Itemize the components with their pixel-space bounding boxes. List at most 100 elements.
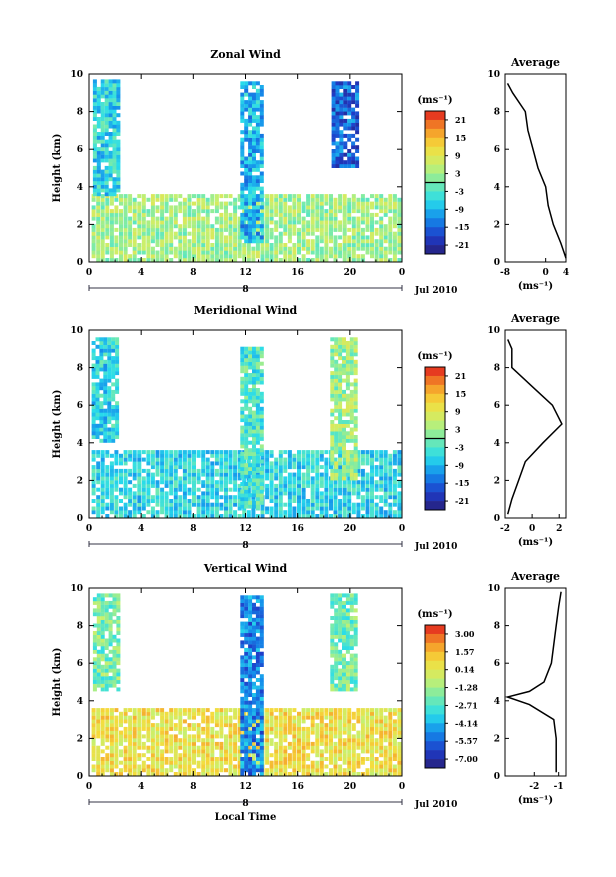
heatmap-cell <box>292 738 296 742</box>
heatmap-cell <box>361 484 365 488</box>
heatmap-cell <box>156 765 160 769</box>
heatmap-cell <box>315 458 319 462</box>
heatmap-cell <box>397 514 401 518</box>
heatmap-cell <box>332 96 336 100</box>
heatmap-cell <box>105 188 109 192</box>
heatmap-cell <box>210 734 214 738</box>
heatmap-cell <box>354 364 358 368</box>
heatmap-cell <box>224 499 228 503</box>
heatmap-cell <box>133 742 137 746</box>
heatmap-cell <box>343 708 347 712</box>
heatmap-cell <box>330 360 334 364</box>
heatmap-cell <box>116 128 120 132</box>
heatmap-cell <box>137 503 141 507</box>
heatmap-cell <box>350 356 354 360</box>
heatmap-cell <box>109 98 113 102</box>
heatmap-cell <box>352 716 356 720</box>
heatmap-cell <box>101 480 105 484</box>
heatmap-cell <box>311 503 315 507</box>
heatmap-cell <box>256 100 260 104</box>
heatmap-cell <box>188 224 192 228</box>
heatmap-cell <box>165 473 169 477</box>
heatmap-cell <box>248 96 252 100</box>
heatmap-cell <box>188 217 192 221</box>
heatmap-cell <box>146 491 150 495</box>
profile-y-tick-label: 4 <box>494 439 500 449</box>
heatmap-cell <box>361 194 365 198</box>
heatmap-cell <box>165 480 169 484</box>
heatmap-cell <box>324 499 328 503</box>
heatmap-cell <box>96 761 100 765</box>
heatmap-cell <box>256 731 260 735</box>
heatmap-cell <box>354 401 358 405</box>
heatmap-cell <box>283 194 287 198</box>
heatmap-cell <box>210 761 214 765</box>
heatmap-cell <box>244 452 248 456</box>
heatmap-cell <box>343 153 347 157</box>
heatmap-cell <box>101 491 105 495</box>
heatmap-cell <box>324 209 328 213</box>
heatmap-cell <box>343 126 347 130</box>
heatmap-cell <box>197 454 201 458</box>
heatmap-cell <box>375 495 379 499</box>
heatmap-cell <box>356 488 360 492</box>
heatmap-cell <box>274 213 278 217</box>
heatmap-cell <box>338 757 342 761</box>
heatmap-cell <box>105 217 109 221</box>
heatmap-cell <box>151 450 155 454</box>
heatmap-cell <box>274 768 278 772</box>
heatmap-cell <box>302 217 306 221</box>
heatmap-cell <box>338 379 342 383</box>
heatmap-cell <box>210 503 214 507</box>
heatmap-cell <box>330 476 334 480</box>
heatmap-cell <box>334 337 338 341</box>
heatmap-cell <box>343 247 347 251</box>
heatmap-cell <box>279 757 283 761</box>
heatmap-cell <box>346 356 350 360</box>
heatmap-cell <box>311 765 315 769</box>
heatmap-cell <box>240 697 244 701</box>
heatmap-cell <box>361 454 365 458</box>
heatmap-cell <box>96 345 100 349</box>
heatmap-cell <box>252 350 256 354</box>
heatmap-cell <box>142 228 146 232</box>
heatmap-cell <box>375 213 379 217</box>
heatmap-cell <box>320 454 324 458</box>
heatmap-cell <box>105 177 109 181</box>
heatmap-cell <box>260 686 264 690</box>
heatmap-cell <box>219 243 223 247</box>
heatmap-cell <box>356 205 360 209</box>
heatmap-cell <box>233 202 237 206</box>
heatmap-cell <box>256 663 260 667</box>
heatmap-cell <box>330 386 334 390</box>
heatmap-cell <box>128 719 132 723</box>
heatmap-cell <box>107 371 111 375</box>
heatmap-cell <box>110 254 114 258</box>
heatmap-cell <box>240 501 244 505</box>
heatmap-cell <box>248 448 252 452</box>
heatmap-cell <box>370 450 374 454</box>
heatmap-cell <box>330 349 334 353</box>
heatmap-cell <box>107 401 111 405</box>
heatmap-cell <box>350 394 354 398</box>
heatmap-cell <box>105 514 109 518</box>
heatmap-cell <box>347 727 351 731</box>
heatmap-cell <box>375 198 379 202</box>
heatmap-cell <box>219 484 223 488</box>
heatmap-cell <box>92 757 96 761</box>
heatmap-cell <box>197 510 201 514</box>
heatmap-cell <box>393 768 397 772</box>
heatmap-cell <box>270 712 274 716</box>
heatmap-cell <box>256 422 260 426</box>
heatmap-cell <box>306 765 310 769</box>
heatmap-cell <box>105 768 109 772</box>
heatmap-cell <box>197 247 201 251</box>
heatmap-cell <box>355 104 359 108</box>
heatmap-cell <box>156 480 160 484</box>
heatmap-cell <box>252 81 256 85</box>
heatmap-cell <box>233 495 237 499</box>
heatmap-cell <box>99 360 103 364</box>
heatmap-cell <box>260 757 264 761</box>
heatmap-cell <box>169 458 173 462</box>
heatmap-cell <box>338 220 342 224</box>
